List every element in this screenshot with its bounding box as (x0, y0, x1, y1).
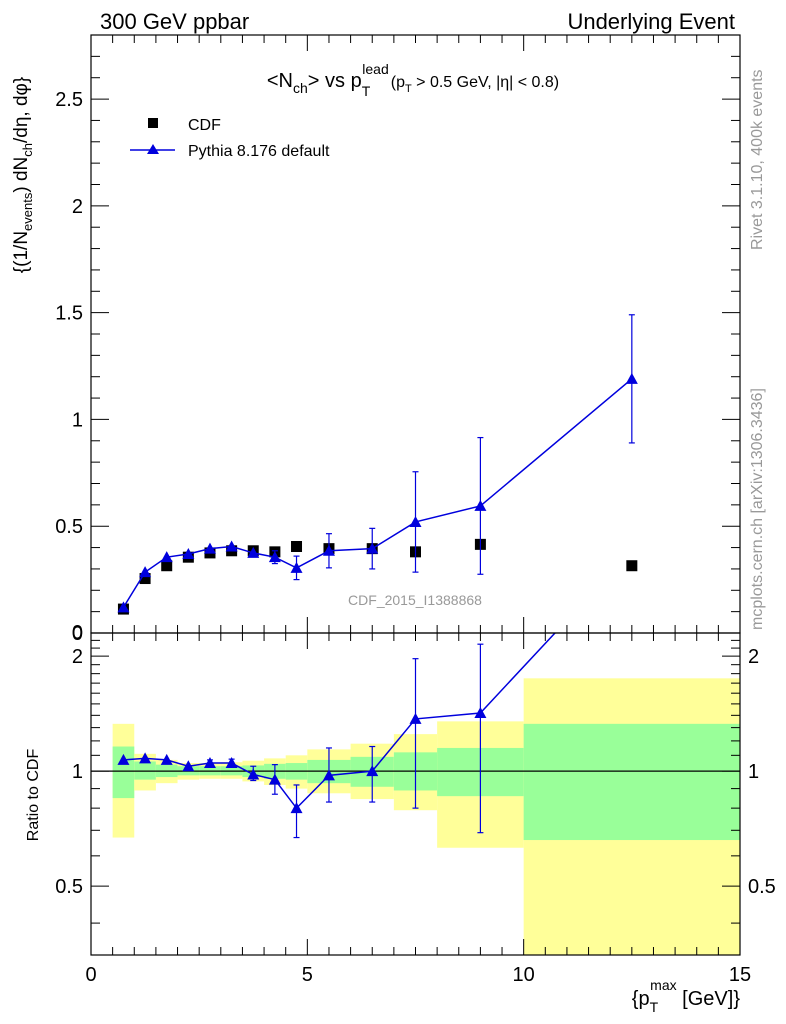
pythia-line (122, 378, 633, 608)
ratio-pythia-point (474, 706, 487, 718)
y-tick-label: 2 (72, 196, 83, 218)
pythia-point (247, 546, 260, 558)
legend-cdf-marker (148, 118, 158, 128)
pythia-point (322, 544, 335, 556)
ratio-pythia-point (247, 768, 260, 780)
ratio-pythia-point (182, 760, 195, 772)
main-plot-series (117, 314, 638, 615)
y-tick-label: 0.5 (55, 516, 83, 538)
plot-frames: 0 (72, 34, 741, 956)
pythia-point (182, 547, 195, 559)
analysis-watermark: CDF_2015_I1388868 (348, 592, 482, 608)
ratio-y-tick-label-right: 2 (748, 646, 759, 668)
pythia-point (139, 566, 152, 578)
ratio-y-tick-label: 2 (72, 646, 83, 668)
plot-title: <Nch> vs pTlead(pT > 0.5 GeV, |η| < 0.8) (267, 61, 559, 99)
ratio-pythia-point (139, 752, 152, 764)
cdf-point (139, 573, 151, 585)
x-tick-label: 0 (85, 964, 96, 986)
ratio-pythia-point (366, 765, 379, 777)
legend-cdf-label: CDF (188, 117, 221, 134)
y-tick-label-zero: 0 (72, 622, 83, 644)
pythia-point (268, 551, 281, 563)
legend-pythia-marker (147, 144, 159, 154)
ratio-pythia-point (225, 757, 238, 769)
pythia-point (225, 540, 238, 552)
ratio-series-clipped (117, 545, 638, 839)
ratio-pythia-point (409, 712, 422, 724)
y-axis-label-bottom: Ratio to CDF (25, 749, 42, 842)
pythia-point (117, 601, 130, 613)
ratio-y-tick-label: 1 (72, 761, 83, 783)
ratio-pythia-point (290, 802, 303, 814)
cdf-point (626, 560, 638, 572)
ratio-plot-series (117, 545, 638, 839)
header-right: Underlying Event (567, 9, 735, 34)
ratio-plot-frame (90, 632, 741, 956)
x-tick-label: 10 (513, 964, 535, 986)
legend-pythia-label: Pythia 8.176 default (188, 143, 330, 160)
cdf-point (161, 560, 173, 572)
ratio-pythia-point (160, 753, 173, 765)
y-tick-label: 0 (72, 623, 83, 645)
mcplots-label: mcplots.cern.ch [arXiv:1306.3436] (749, 388, 766, 630)
rivet-label: Rivet 3.1.10, 400k events (749, 69, 766, 250)
ratio-uncertainty-bands (112, 678, 740, 955)
x-tick-label: 5 (302, 964, 313, 986)
pythia-point (366, 542, 379, 554)
ratio-pythia-point (203, 757, 216, 769)
ratio-pythia-point (268, 773, 281, 785)
ratio-y-tick-label: 0.5 (55, 876, 83, 898)
cdf-point (291, 541, 303, 553)
x-axis-label: {pTmax [GeV]} (632, 977, 741, 1015)
pythia-point (409, 515, 422, 527)
ratio-y-tick-label-right: 1 (748, 761, 759, 783)
ratio-y-tick-label-right: 0.5 (748, 876, 776, 898)
y-tick-label: 2.5 (55, 89, 83, 111)
x-tick-label: 15 (729, 964, 751, 986)
ratio-band-inner (523, 723, 740, 841)
y-axis-label-top: {(1/Nevents) dNch/dη, dφ} (11, 77, 35, 273)
main-plot-axes: 0 0.5 1 1.5 2 2.5 (55, 34, 741, 645)
ratio-pythia-point (626, 545, 638, 556)
y-tick-label: 1 (72, 409, 83, 431)
pythia-point (474, 499, 487, 511)
legend: CDF Pythia 8.176 default (130, 117, 330, 160)
pythia-point (625, 372, 638, 384)
header-left: 300 GeV ppbar (100, 9, 249, 34)
pythia-point (160, 551, 173, 563)
ratio-pythia-point (322, 769, 335, 781)
pythia-point (203, 542, 216, 554)
y-tick-label: 1.5 (55, 303, 83, 325)
pythia-point (290, 561, 303, 573)
ratio-pythia-point (117, 753, 130, 765)
